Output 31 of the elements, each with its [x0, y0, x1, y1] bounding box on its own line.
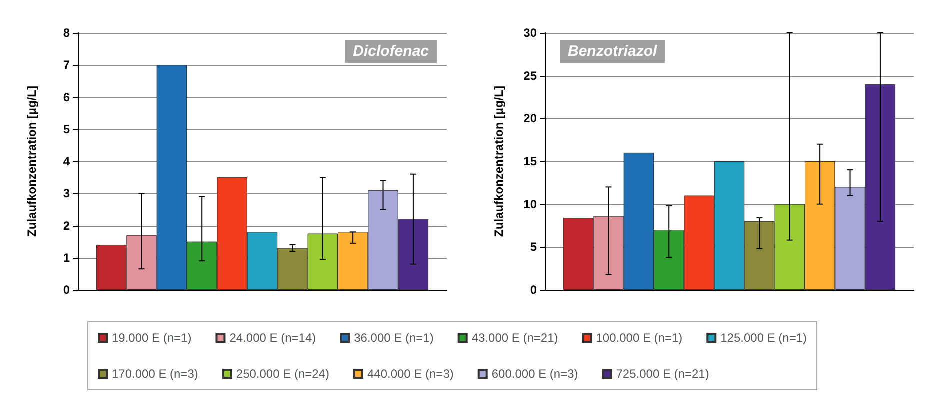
y-tick-label: 2 [63, 218, 70, 233]
legend-label: 43.000 E (n=21) [472, 331, 558, 345]
legend-label: 24.000 E (n=14) [230, 331, 316, 345]
y-tick-label: 0 [63, 283, 70, 297]
y-tick-label: 7 [63, 58, 70, 72]
text: Diclofenac [353, 43, 430, 60]
y-tick-label: 10 [524, 197, 538, 212]
y-axis-title: Zulaufkonzentration [µg/L] [492, 86, 506, 237]
legend-label: 125.000 E (n=1) [720, 331, 808, 345]
legend-label: 250.000 E (n=24) [236, 367, 330, 381]
y-tick-label: 3 [63, 186, 70, 201]
legend-label: 36.000 E (n=1) [354, 331, 434, 345]
legend-label: 440.000 E (n=3) [367, 367, 454, 381]
y-axis-title: Zulaufkonzentration [µg/L] [25, 86, 39, 237]
y-tick-label: 5 [63, 122, 70, 136]
legend-label: 100.000 E (n=1) [596, 331, 683, 345]
y-tick-label: 25 [524, 68, 538, 83]
legend-label: 600.000 E (n=3) [492, 367, 578, 381]
y-tick-label: 1 [63, 250, 70, 265]
y-tick-label: 5 [530, 240, 538, 254]
y-tick-label: 30 [524, 26, 538, 40]
legend-label: 19.000 E (n=1) [112, 331, 192, 345]
y-tick-label: 20 [524, 112, 538, 126]
y-tick-label: 4 [63, 154, 70, 168]
y-tick-label: 6 [63, 90, 70, 104]
legend-label: 725.000 E (n=21) [616, 367, 710, 381]
text: Benzotriazol [568, 43, 658, 60]
y-tick-label: 15 [524, 154, 538, 168]
y-tick-label: 8 [63, 26, 70, 40]
y-tick-label: 0 [530, 283, 538, 297]
legend-label: 170.000 E (n=3) [112, 367, 198, 381]
